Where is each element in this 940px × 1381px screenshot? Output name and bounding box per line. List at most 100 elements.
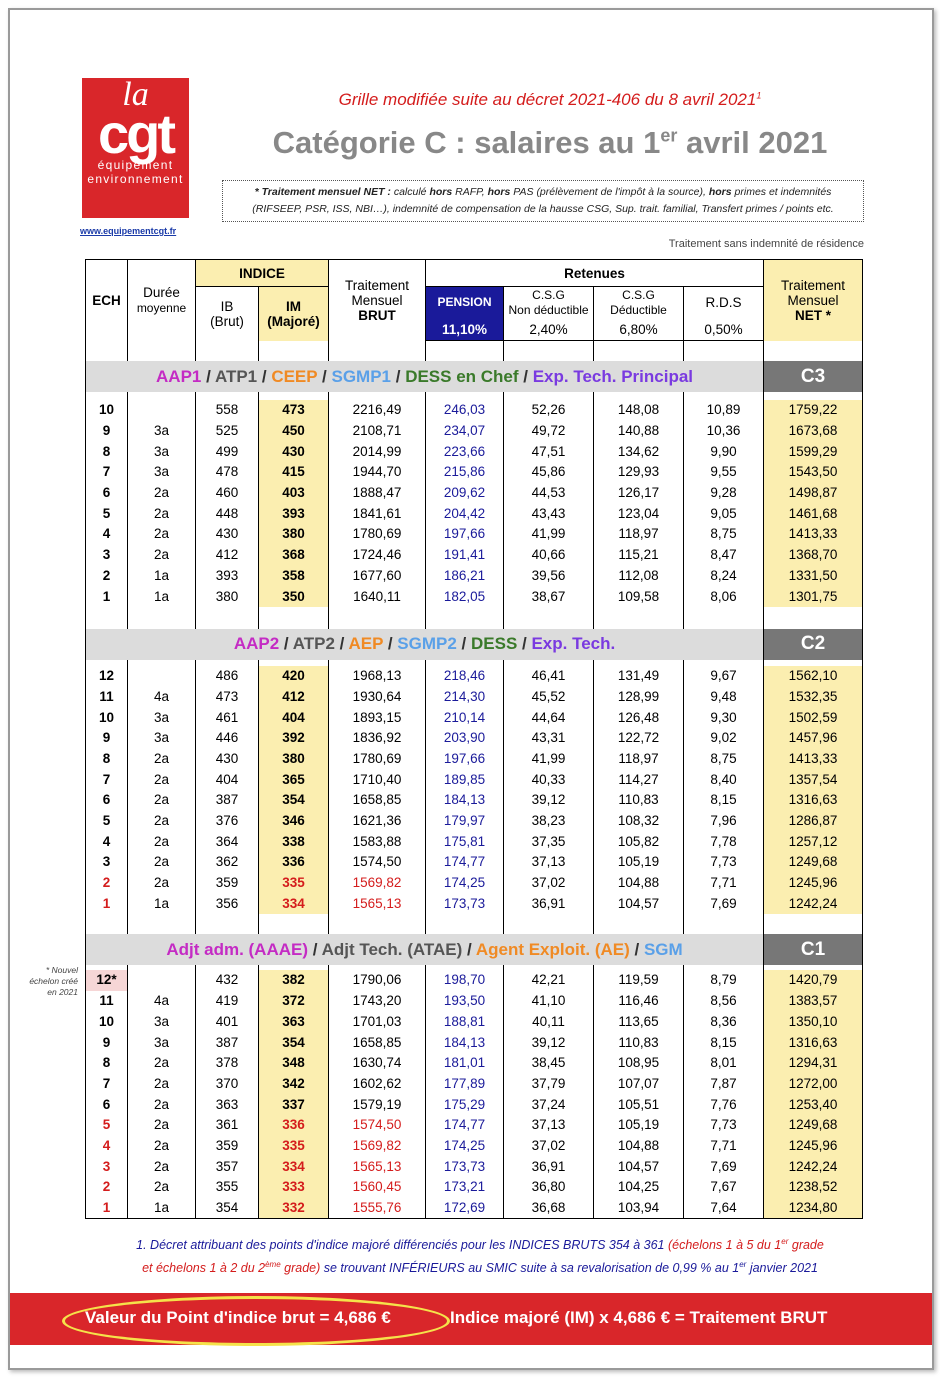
cell: 2a bbox=[127, 831, 196, 853]
cell: 415 bbox=[257, 462, 330, 483]
cell: 365 bbox=[257, 769, 330, 790]
cell: 113,65 bbox=[593, 1011, 685, 1033]
cell: 1502,59 bbox=[763, 707, 864, 728]
cell: 140,88 bbox=[593, 420, 685, 442]
cell: 173,21 bbox=[425, 1177, 505, 1198]
group-label: AAP1 / ATP1 / CEEP / SGMP1 / DESS en Che… bbox=[84, 361, 764, 392]
cell: 182,05 bbox=[425, 586, 505, 607]
cell: 1a bbox=[127, 893, 196, 915]
cell: 9 bbox=[85, 727, 128, 749]
cell: 38,23 bbox=[503, 810, 595, 832]
group-label-part: AAP1 bbox=[156, 366, 202, 386]
cell: 1677,60 bbox=[328, 565, 427, 587]
group-label-part: ATP2 bbox=[292, 634, 335, 654]
cell: 450 bbox=[257, 420, 330, 442]
cell: 174,25 bbox=[425, 1135, 505, 1157]
cell: 8,56 bbox=[683, 990, 765, 1012]
spacer bbox=[85, 392, 864, 400]
cell: 412 bbox=[195, 544, 259, 566]
cell: 334 bbox=[257, 893, 330, 915]
cell: 401 bbox=[195, 1011, 259, 1033]
head-line: C.S.G bbox=[622, 287, 655, 302]
spacer-cell bbox=[593, 914, 685, 935]
row: 8 2a 430 380 1780,69 197,66 41,99 118,97 8,75 141… bbox=[85, 748, 864, 770]
spacer-cell bbox=[763, 659, 864, 666]
cell: 354 bbox=[257, 1032, 330, 1053]
cell: 173,73 bbox=[425, 893, 505, 915]
cell: 11 bbox=[85, 990, 128, 1012]
group-label-part: / bbox=[334, 634, 349, 654]
cell: 209,62 bbox=[425, 482, 505, 504]
group-row: AAP1 / ATP1 / CEEP / SGMP1 / DESS en Che… bbox=[84, 361, 864, 392]
cell: 214,30 bbox=[425, 686, 505, 708]
cell: 1350,10 bbox=[763, 1011, 864, 1033]
cell: 348 bbox=[257, 1052, 330, 1074]
cell: 9,55 bbox=[683, 462, 765, 483]
cell: 41,99 bbox=[503, 748, 595, 770]
cell: 1461,68 bbox=[763, 503, 864, 525]
cell: 129,93 bbox=[593, 462, 685, 483]
cell: 3 bbox=[85, 1156, 128, 1177]
cell: 126,48 bbox=[593, 707, 685, 728]
cell: 363 bbox=[257, 1011, 330, 1033]
cell: 1930,64 bbox=[328, 686, 427, 708]
cell: 1238,52 bbox=[763, 1177, 864, 1198]
spacer-cell bbox=[683, 606, 765, 629]
group-label-part: Exp. Tech. bbox=[531, 634, 616, 654]
url[interactable]: www.equipementcgt.fr bbox=[80, 226, 177, 236]
row: 3 2a 357 334 1565,13 173,73 36,91 104,57 7,69 124… bbox=[85, 1156, 864, 1177]
cell: 1574,50 bbox=[328, 1114, 427, 1136]
head-line: NET * bbox=[795, 307, 832, 323]
cell: 346 bbox=[257, 810, 330, 832]
cell: 1893,15 bbox=[328, 707, 427, 728]
spacer-cell bbox=[593, 392, 685, 400]
highlight-ellipse bbox=[62, 1296, 450, 1346]
cell: 49,72 bbox=[503, 420, 595, 442]
spacer-cell bbox=[257, 340, 330, 361]
cell: 37,13 bbox=[503, 852, 595, 873]
head-indice: INDICE bbox=[194, 259, 330, 287]
cell: 188,81 bbox=[425, 1011, 505, 1033]
cell: 1658,85 bbox=[328, 1032, 427, 1053]
cell: 1841,61 bbox=[328, 503, 427, 525]
cell: 2a bbox=[127, 810, 196, 832]
cell: 174,25 bbox=[425, 872, 505, 894]
cell: 36,91 bbox=[503, 1156, 595, 1177]
cell: 380 bbox=[195, 586, 259, 607]
title-text: Catégorie C : salaires au 1 bbox=[272, 125, 661, 160]
rate: 2,40% bbox=[503, 318, 595, 341]
cell: 148,08 bbox=[593, 400, 685, 421]
group-label-part: SGMP2 bbox=[397, 634, 457, 654]
foot-part: ème bbox=[265, 1260, 281, 1270]
spacer-cell bbox=[195, 914, 259, 935]
cell: 1357,54 bbox=[763, 769, 864, 790]
cell: 1574,50 bbox=[328, 852, 427, 873]
foot-part: se trouvant INFÉRIEURS au SMIC suite à s… bbox=[320, 1261, 740, 1276]
cell: 215,86 bbox=[425, 462, 505, 483]
head-brut: Traitement Mensuel BRUT bbox=[328, 259, 427, 341]
cell: 403 bbox=[257, 482, 330, 504]
cell: 1565,13 bbox=[328, 893, 427, 915]
group-label-part: / bbox=[462, 939, 476, 959]
row: 3 2a 412 368 1724,46 191,41 40,66 115,21 8,47 136… bbox=[85, 544, 864, 566]
cell: 43,31 bbox=[503, 727, 595, 749]
cell: 6 bbox=[85, 790, 128, 811]
residence-note: Traitement sans indemnité de résidence bbox=[668, 238, 864, 250]
cell: 112,08 bbox=[593, 565, 685, 587]
cell: 12 bbox=[85, 665, 128, 687]
cell: 1658,85 bbox=[328, 790, 427, 811]
cell: 104,88 bbox=[593, 872, 685, 894]
cell: 1569,82 bbox=[328, 1135, 427, 1157]
cell: 6 bbox=[85, 482, 128, 504]
group-label-part: CEEP bbox=[271, 366, 318, 386]
cell: 1743,20 bbox=[328, 990, 427, 1012]
spacer-cell bbox=[593, 340, 685, 361]
spacer-cell bbox=[85, 914, 128, 935]
cell: 3a bbox=[127, 1032, 196, 1053]
cell: 45,86 bbox=[503, 462, 595, 483]
cell: 354 bbox=[257, 790, 330, 811]
cell: 126,17 bbox=[593, 482, 685, 504]
cell bbox=[127, 970, 196, 991]
cell: 1383,57 bbox=[763, 990, 864, 1012]
